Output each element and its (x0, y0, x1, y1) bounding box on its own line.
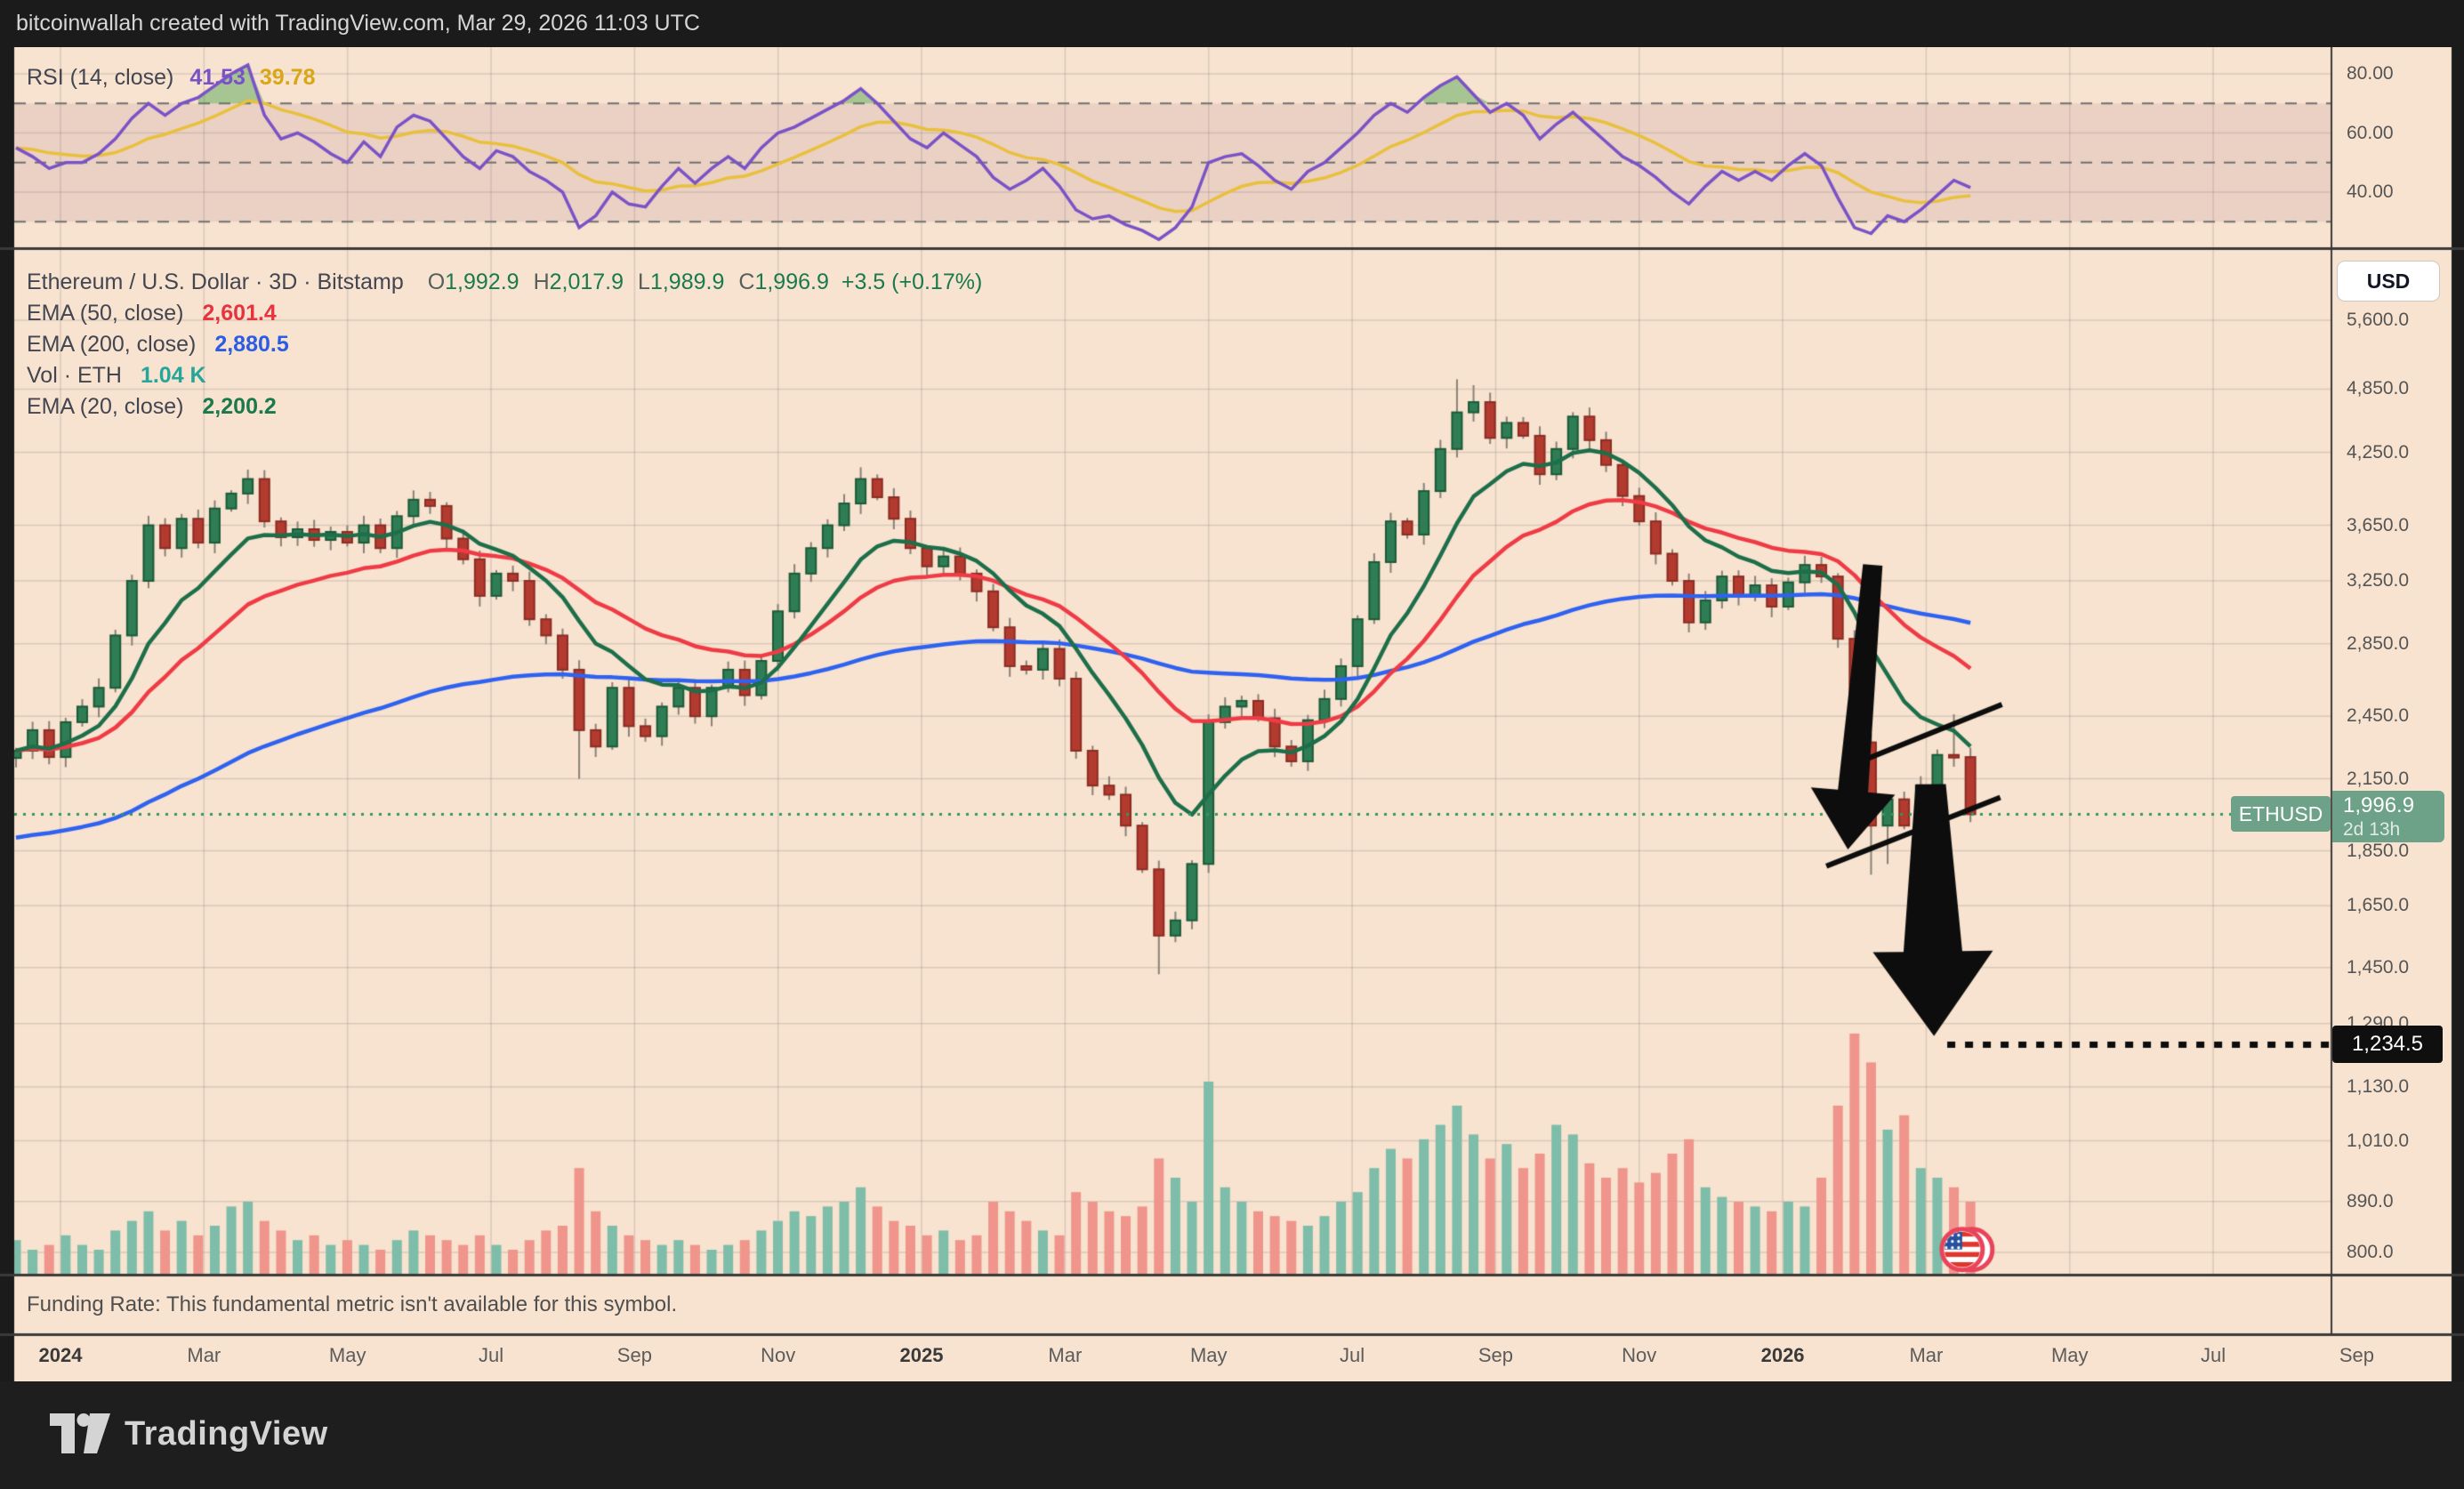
time-axis-label: Nov (761, 1344, 796, 1366)
price-axis-tick[interactable]: 890.0 (2347, 1190, 2394, 1211)
indicator-row-volume[interactable]: Vol · ETH 1.04 K (27, 363, 206, 388)
symbol-price-label-chip: ETHUSD (2231, 796, 2331, 833)
indicator-row-ema200[interactable]: EMA (200, close) 2,880.5 (27, 332, 289, 357)
rsi-label: RSI (14, close) (27, 65, 174, 90)
rsi-value: 41.53 (189, 65, 246, 90)
main-legend: Ethereum / U.S. Dollar · 3D · Bitstamp O… (27, 267, 982, 423)
chart-area[interactable]: RSI (14, close) 41.53 39.78 Ethereum / U.S… (0, 47, 2464, 1381)
time-axis-label: Mar (1048, 1344, 1083, 1366)
tradingview-brand[interactable]: TradingView (50, 1413, 328, 1454)
tradingview-logo-icon (50, 1413, 110, 1453)
rsi-axis-tick[interactable]: 60.00 (2347, 122, 2394, 143)
rsi-legend[interactable]: RSI (14, close) 41.53 39.78 (27, 65, 315, 91)
rsi-axis-tick[interactable]: 40.00 (2347, 181, 2394, 202)
time-axis-label: Sep (616, 1344, 652, 1366)
currency-toggle-button[interactable]: USD (2337, 261, 2440, 302)
time-axis-label: Mar (1909, 1344, 1944, 1366)
indicator-row-ema50[interactable]: EMA (50, close) 2,601.4 (27, 301, 277, 326)
price-axis-tick[interactable]: 4,250.0 (2347, 441, 2410, 463)
ohlc-values: O1,992.9 H2,017.9 L1,989.9 C1,996.9 +3.5 (+0… (427, 270, 983, 294)
time-axis-label: Jul (1339, 1344, 1365, 1366)
price-axis-tick[interactable]: 1,450.0 (2347, 956, 2410, 978)
price-axis-tick[interactable]: 2,850.0 (2347, 632, 2410, 654)
symbol-title: Ethereum / U.S. Dollar · 3D · Bitstamp (27, 270, 404, 294)
attribution-text: bitcoinwallah created with TradingView.c… (16, 11, 700, 36)
price-axis-tick[interactable]: 3,650.0 (2347, 514, 2410, 535)
time-axis-label: Jul (478, 1344, 504, 1366)
price-axis-tick[interactable]: 1,850.0 (2347, 840, 2410, 861)
time-axis-label: 2024 (38, 1344, 83, 1366)
last-price-badge: 1,996.9 2d 13h (2332, 791, 2444, 843)
time-axis-label: 2026 (1760, 1344, 1805, 1366)
time-axis-label: May (2050, 1344, 2089, 1366)
time-axis-label: May (328, 1344, 366, 1366)
price-axis-tick[interactable]: 1,650.0 (2347, 895, 2410, 916)
tradingview-wordmark: TradingView (125, 1414, 328, 1453)
bar-countdown: 2d 13h (2343, 819, 2401, 841)
footer-bar: TradingView (0, 1381, 2464, 1489)
time-axis-label: 2025 (899, 1344, 944, 1366)
price-axis-tick[interactable]: 800.0 (2347, 1242, 2394, 1263)
price-axis-tick[interactable]: 2,450.0 (2347, 705, 2410, 727)
price-axis-tick[interactable]: 5,600.0 (2347, 310, 2410, 330)
time-axis-label: Sep (1478, 1344, 1513, 1366)
symbol-row[interactable]: Ethereum / U.S. Dollar · 3D · Bitstamp O… (27, 267, 982, 298)
last-price-value: 1,996.9 (2343, 793, 2415, 818)
change-value: +3.5 (+0.17%) (841, 270, 983, 294)
time-axis-label: May (1189, 1344, 1228, 1366)
price-axis-tick[interactable]: 4,850.0 (2347, 378, 2410, 399)
price-axis-tick[interactable]: 3,250.0 (2347, 570, 2410, 592)
chart-canvas[interactable] (0, 47, 2464, 1381)
price-axis-tick[interactable]: 2,150.0 (2347, 768, 2410, 789)
rsi-signal-value: 39.78 (259, 65, 316, 90)
time-axis-label: Jul (2201, 1344, 2226, 1366)
price-axis-tick[interactable]: 1,010.0 (2347, 1130, 2410, 1151)
time-axis-label: Sep (2339, 1344, 2375, 1366)
time-axis-label: Mar (187, 1344, 221, 1366)
time-axis-label: Nov (1622, 1344, 1657, 1366)
attribution-bar: bitcoinwallah created with TradingView.c… (0, 0, 2464, 47)
target-price-badge: 1,234.5 (2332, 1026, 2443, 1064)
price-axis-tick[interactable]: 1,130.0 (2347, 1076, 2410, 1098)
rsi-axis-tick[interactable]: 80.00 (2347, 63, 2394, 84)
indicator-row-ema20[interactable]: EMA (20, close) 2,200.2 (27, 394, 277, 419)
funding-rate-note: Funding Rate: This fundamental metric is… (27, 1292, 678, 1316)
